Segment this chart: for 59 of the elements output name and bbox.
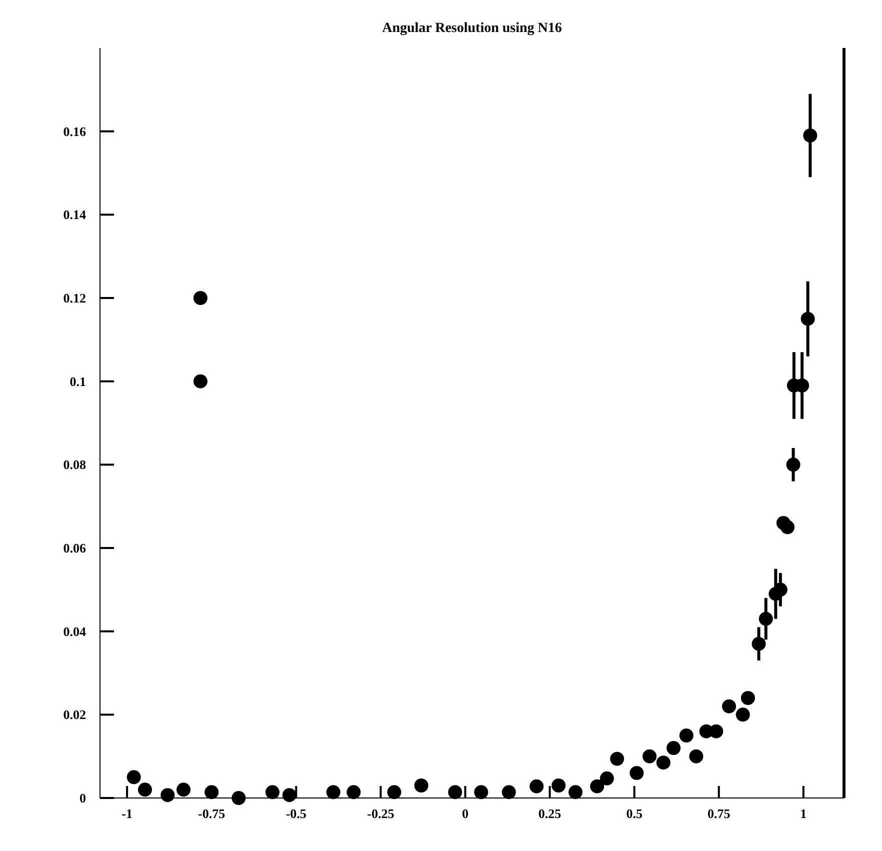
point <box>740 691 755 705</box>
point <box>773 582 788 597</box>
x-tick-label: 0 <box>462 806 468 821</box>
point <box>752 636 766 651</box>
point <box>138 782 152 797</box>
y-tick-label: 0.02 <box>63 707 86 722</box>
y-tick-label: 0.16 <box>63 124 86 139</box>
point <box>448 785 462 800</box>
y-tick-label: 0.06 <box>63 540 86 556</box>
y-tick-label: 0 <box>80 790 86 806</box>
point <box>666 741 681 755</box>
point <box>326 785 340 800</box>
point <box>414 778 428 792</box>
point <box>758 612 773 626</box>
point <box>346 785 361 800</box>
point <box>568 785 582 800</box>
point <box>642 749 657 764</box>
point <box>176 782 191 797</box>
point <box>160 788 175 802</box>
point <box>786 458 800 472</box>
point <box>679 728 694 742</box>
point <box>502 785 516 800</box>
y-tick-label: 0.12 <box>63 290 86 306</box>
point <box>530 779 544 794</box>
x-tick-label: -0.75 <box>198 806 226 821</box>
point <box>709 724 724 738</box>
point <box>590 779 604 794</box>
point <box>630 766 644 780</box>
x-tick-label: 0.5 <box>626 806 643 821</box>
x-tick-label: -0.25 <box>367 806 395 821</box>
point <box>204 785 219 800</box>
point <box>656 756 670 770</box>
y-tick-label: 0.14 <box>63 207 86 222</box>
x-tick-label: -1 <box>122 806 132 821</box>
point <box>736 708 750 722</box>
point <box>803 128 818 142</box>
point <box>265 785 280 800</box>
x-tick-label: 1 <box>800 806 807 821</box>
point <box>232 791 246 805</box>
x-tick-label: 0.75 <box>708 806 731 821</box>
point <box>780 520 795 534</box>
y-tick-label: 0.08 <box>63 457 86 472</box>
point <box>193 374 208 388</box>
point <box>387 785 402 800</box>
y-tick-label: 0.04 <box>63 624 86 639</box>
point <box>689 749 704 764</box>
x-tick-label: 0.25 <box>538 806 562 821</box>
point <box>282 788 296 802</box>
point <box>552 778 566 792</box>
point <box>600 771 614 786</box>
point <box>474 785 488 800</box>
x-tick-label: -0.5 <box>286 806 307 821</box>
point <box>722 699 736 714</box>
point <box>610 752 624 766</box>
point <box>800 312 815 326</box>
chart-title: Angular Resolution using N16 <box>382 21 562 36</box>
y-tick-label: 0.1 <box>70 374 86 389</box>
point <box>193 291 208 305</box>
point <box>126 770 141 784</box>
